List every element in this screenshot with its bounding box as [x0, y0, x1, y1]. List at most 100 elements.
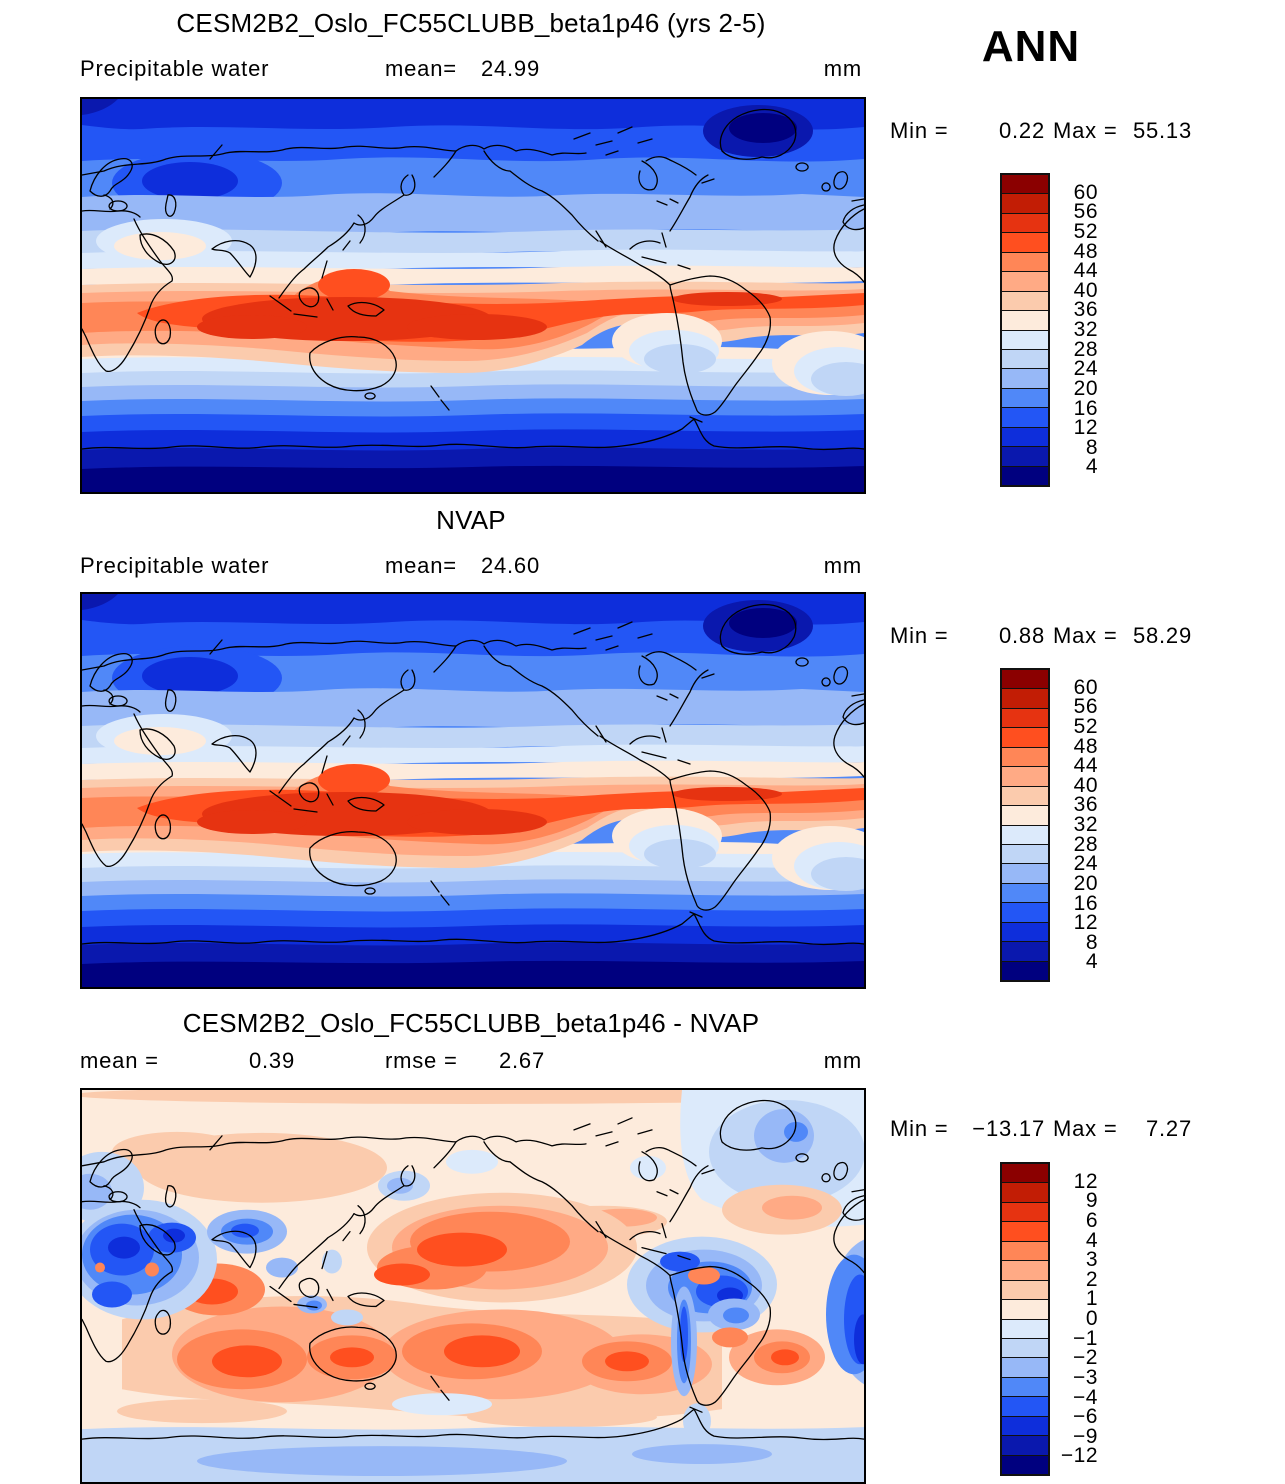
panel-model: CESM2B2_Oslo_FC55CLUBB_beta1p46 (yrs 2-5…	[0, 0, 1285, 495]
min-value: 0.22	[998, 118, 1045, 143]
colorbar-tick-label: 0	[1085, 1307, 1098, 1330]
colorbar-tick-label: 6	[1085, 1208, 1098, 1232]
colorbar-cell	[1002, 1376, 1048, 1397]
colorbar-tick-label: 20	[1073, 871, 1098, 895]
colorbar-cell	[1002, 843, 1048, 864]
mean-label: mean =	[80, 1048, 159, 1073]
colorbar-cell	[1002, 251, 1048, 272]
rmse-value: 2.67	[498, 1048, 545, 1073]
colorbar-tick-label: 44	[1073, 259, 1098, 283]
colorbar-tick-label: 1	[1085, 1287, 1098, 1311]
colorbar-tick-label: 52	[1073, 714, 1098, 738]
colorbar-tick-label: 48	[1073, 734, 1098, 758]
season-label: ANN	[981, 22, 1081, 71]
colorbar-cell	[1002, 1164, 1048, 1183]
colorbar-cell	[1002, 746, 1048, 767]
colorbar-cell	[1002, 387, 1048, 408]
colorbar-cell	[1002, 1396, 1048, 1416]
colorbar-tick-label: 2	[1085, 1267, 1098, 1291]
colorbar-cell	[1002, 941, 1048, 961]
colorbar-cell	[1002, 688, 1048, 708]
rmse-label: rmse =	[385, 1048, 458, 1073]
colorbar-cell	[1002, 1299, 1048, 1319]
colorbar-cell	[1002, 1415, 1048, 1436]
units-label: mm	[823, 553, 862, 578]
max-label: Max =	[1053, 118, 1118, 143]
colorbar-tick-label: 60	[1073, 180, 1098, 204]
colorbar-cell	[1002, 670, 1048, 689]
colorbar-tick-label: 4	[1085, 455, 1098, 479]
colorbar-tick-label: 56	[1073, 200, 1098, 224]
colorbar-cell	[1002, 271, 1048, 291]
colorbar-tick-label: 16	[1073, 891, 1098, 915]
max-label: Max =	[1053, 623, 1118, 648]
field-label: Precipitable water	[80, 553, 270, 578]
min-value: 0.88	[998, 623, 1045, 648]
colorbar-cell	[1002, 348, 1048, 369]
panel-obs-title: NVAP	[436, 505, 506, 535]
colorbar-tick-label: −1	[1073, 1326, 1098, 1350]
colorbar-cell	[1002, 407, 1048, 427]
colorbar-cell	[1002, 1201, 1048, 1222]
colorbar-cell	[1002, 175, 1048, 194]
colorbar-tick-label: 12	[1073, 911, 1098, 935]
mean-value: 24.99	[480, 56, 540, 81]
colorbar-cell	[1002, 426, 1048, 447]
colorbar-cell	[1002, 882, 1048, 903]
colorbar-cell	[1002, 863, 1048, 883]
colorbar-cell	[1002, 707, 1048, 728]
colorbar-tick-label: 32	[1073, 318, 1098, 341]
colorbar-model	[1000, 173, 1050, 487]
colorbar-cell	[1002, 727, 1048, 747]
colorbar-cell	[1002, 1240, 1048, 1261]
colorbar-cell	[1002, 921, 1048, 942]
colorbar-tick-label: 28	[1073, 832, 1098, 856]
colorbar-cell	[1002, 193, 1048, 213]
colorbar-tick-label: 36	[1073, 793, 1098, 817]
colorbar-tick-label: 40	[1073, 773, 1098, 797]
colorbar-tick-label: 24	[1073, 357, 1098, 381]
map-diff-svg	[82, 1090, 864, 1482]
colorbar-cell	[1002, 1260, 1048, 1280]
max-value: 55.13	[1132, 118, 1192, 143]
colorbar-tick-label: 60	[1073, 675, 1098, 699]
colorbar-tick-label: 24	[1073, 852, 1098, 876]
colorbar-cell	[1002, 1318, 1048, 1338]
colorbar-cell	[1002, 785, 1048, 806]
map-obs	[80, 592, 866, 989]
colorbar-tick-label: 32	[1073, 813, 1098, 836]
min-label: Min =	[890, 623, 949, 648]
colorbar-obs-labels: 60 56 52 48 44 40 36 32 28 24 20 16 12 8 4	[1054, 668, 1098, 982]
mean-label: mean=	[385, 553, 457, 578]
colorbar-cell	[1002, 1221, 1048, 1241]
map-obs-svg	[82, 594, 864, 987]
colorbar-tick-label: 9	[1085, 1189, 1098, 1213]
max-value: 7.27	[1145, 1116, 1192, 1141]
colorbar-tick-label: 16	[1073, 396, 1098, 420]
colorbar-tick-label: 56	[1073, 695, 1098, 719]
colorbar-tick-label: 8	[1085, 435, 1098, 459]
field-label: Precipitable water	[80, 56, 270, 81]
colorbar-tick-label: −2	[1073, 1346, 1098, 1370]
panel-diff-title: CESM2B2_Oslo_FC55CLUBB_beta1p46 - NVAP	[182, 1008, 760, 1038]
panel-obs: NVAP Precipitable water mean= 24.60 mm M…	[0, 495, 1285, 1000]
colorbar-tick-label: 8	[1085, 930, 1098, 954]
min-label: Min =	[890, 1116, 949, 1141]
colorbar-tick-label: 4	[1085, 1228, 1098, 1252]
colorbar-tick-label: 48	[1073, 239, 1098, 263]
min-label: Min =	[890, 118, 949, 143]
colorbar-tick-label: 4	[1085, 950, 1098, 974]
colorbar-tick-label: 36	[1073, 298, 1098, 322]
colorbar-cell	[1002, 329, 1048, 349]
colorbar-cell	[1002, 368, 1048, 388]
colorbar-cell	[1002, 232, 1048, 252]
colorbar-tick-label: 40	[1073, 278, 1098, 302]
colorbar-cell	[1002, 1337, 1048, 1358]
colorbar-cell	[1002, 212, 1048, 233]
colorbar-tick-label: 3	[1085, 1248, 1098, 1272]
colorbar-tick-label: −12	[1060, 1444, 1098, 1468]
colorbar-tick-label: 12	[1073, 1169, 1098, 1193]
colorbar-cell	[1002, 805, 1048, 825]
mean-value: 24.60	[480, 553, 540, 578]
